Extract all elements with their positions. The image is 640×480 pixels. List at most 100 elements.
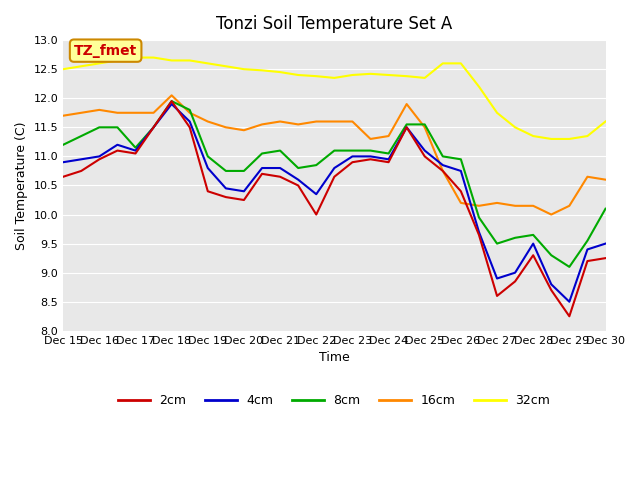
32cm [222, 63, 230, 69]
4cm [186, 119, 193, 124]
32cm [511, 124, 519, 130]
16cm [475, 203, 483, 209]
2cm [276, 174, 284, 180]
4cm [258, 165, 266, 171]
32cm [529, 133, 537, 139]
32cm [330, 75, 338, 81]
8cm [60, 142, 67, 148]
Legend: 2cm, 4cm, 8cm, 16cm, 32cm: 2cm, 4cm, 8cm, 16cm, 32cm [113, 389, 556, 412]
8cm [566, 264, 573, 270]
16cm [330, 119, 338, 124]
Title: Tonzi Soil Temperature Set A: Tonzi Soil Temperature Set A [216, 15, 452, 33]
32cm [457, 60, 465, 66]
16cm [222, 124, 230, 130]
2cm [294, 182, 302, 188]
X-axis label: Time: Time [319, 351, 349, 364]
2cm [367, 156, 374, 162]
4cm [403, 124, 410, 130]
8cm [421, 121, 429, 127]
Y-axis label: Soil Temperature (C): Soil Temperature (C) [15, 121, 28, 250]
2cm [457, 189, 465, 194]
16cm [584, 174, 591, 180]
4cm [385, 156, 392, 162]
8cm [222, 168, 230, 174]
4cm [77, 156, 85, 162]
Text: TZ_fmet: TZ_fmet [74, 44, 137, 58]
16cm [294, 121, 302, 127]
4cm [475, 229, 483, 235]
4cm [113, 142, 121, 148]
32cm [403, 73, 410, 79]
16cm [60, 113, 67, 119]
16cm [95, 107, 103, 113]
16cm [493, 200, 501, 206]
16cm [439, 168, 447, 174]
2cm [95, 156, 103, 162]
8cm [529, 232, 537, 238]
16cm [547, 212, 555, 217]
32cm [547, 136, 555, 142]
2cm [168, 98, 175, 104]
4cm [150, 124, 157, 130]
32cm [566, 136, 573, 142]
16cm [602, 177, 609, 182]
4cm [276, 165, 284, 171]
32cm [367, 71, 374, 77]
8cm [150, 124, 157, 130]
4cm [240, 189, 248, 194]
8cm [240, 168, 248, 174]
32cm [602, 119, 609, 124]
Line: 8cm: 8cm [63, 101, 605, 267]
32cm [349, 72, 356, 78]
4cm [132, 148, 140, 154]
16cm [566, 203, 573, 209]
32cm [439, 60, 447, 66]
2cm [602, 255, 609, 261]
16cm [204, 119, 212, 124]
8cm [511, 235, 519, 240]
32cm [276, 69, 284, 75]
2cm [403, 124, 410, 130]
32cm [475, 84, 483, 89]
2cm [77, 168, 85, 174]
8cm [547, 252, 555, 258]
4cm [60, 159, 67, 165]
4cm [95, 154, 103, 159]
16cm [511, 203, 519, 209]
4cm [330, 165, 338, 171]
32cm [312, 73, 320, 79]
8cm [330, 148, 338, 154]
2cm [186, 124, 193, 130]
Line: 2cm: 2cm [63, 101, 605, 316]
8cm [186, 107, 193, 113]
8cm [403, 121, 410, 127]
2cm [204, 189, 212, 194]
4cm [168, 101, 175, 107]
32cm [95, 60, 103, 66]
16cm [240, 127, 248, 133]
4cm [312, 192, 320, 197]
2cm [60, 174, 67, 180]
16cm [457, 200, 465, 206]
16cm [276, 119, 284, 124]
32cm [132, 55, 140, 60]
32cm [186, 58, 193, 63]
4cm [222, 185, 230, 191]
8cm [77, 133, 85, 139]
4cm [529, 241, 537, 247]
2cm [421, 154, 429, 159]
Line: 32cm: 32cm [63, 58, 605, 139]
2cm [240, 197, 248, 203]
32cm [77, 63, 85, 69]
2cm [439, 168, 447, 174]
8cm [113, 124, 121, 130]
16cm [529, 203, 537, 209]
4cm [294, 177, 302, 182]
8cm [475, 215, 483, 220]
2cm [312, 212, 320, 217]
4cm [457, 168, 465, 174]
Line: 16cm: 16cm [63, 96, 605, 215]
4cm [439, 162, 447, 168]
32cm [204, 60, 212, 66]
8cm [95, 124, 103, 130]
